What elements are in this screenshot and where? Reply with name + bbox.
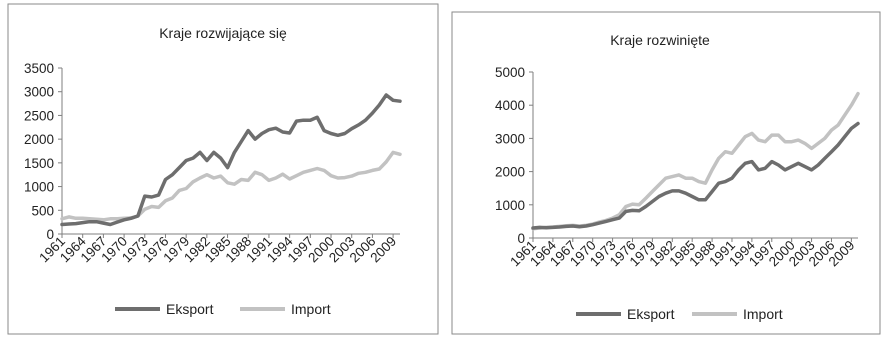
y-tick-label: 2500 bbox=[24, 108, 54, 123]
chart-title: Kraje rozwinięte bbox=[610, 32, 710, 48]
y-tick-label: 3500 bbox=[24, 61, 54, 76]
plot-area: 0500100015002000250030003500196119641967… bbox=[24, 61, 402, 265]
y-tick-label: 1000 bbox=[24, 180, 54, 195]
y-tick-label: 0 bbox=[46, 227, 54, 242]
legend: Eksport Import bbox=[115, 301, 331, 317]
series-line-import bbox=[60, 150, 402, 222]
chart-developed: Kraje rozwinięte 01000200030004000500019… bbox=[451, 11, 881, 335]
series-line-eksport bbox=[531, 121, 860, 230]
legend-label-export: Eksport bbox=[627, 306, 675, 322]
y-tick-label: 1000 bbox=[495, 198, 525, 213]
legend: Eksport Import bbox=[576, 306, 783, 322]
chart-panel-developed: Kraje rozwinięte 0 1000 2000 3000 4000 5000 19… bbox=[448, 0, 882, 337]
y-tick-label: 500 bbox=[31, 203, 54, 218]
chart-frame bbox=[451, 11, 881, 335]
chart-frame bbox=[7, 3, 439, 335]
legend-label-import: Import bbox=[743, 306, 783, 322]
y-tick-label: 1500 bbox=[24, 156, 54, 171]
y-tick-label: 2000 bbox=[495, 165, 525, 180]
y-tick-label: 3000 bbox=[24, 85, 54, 100]
legend-label-import: Import bbox=[291, 301, 331, 317]
legend-label-export: Eksport bbox=[166, 301, 214, 317]
y-tick-label: 4000 bbox=[495, 98, 525, 113]
y-tick-label: 0 bbox=[517, 231, 525, 246]
y-tick-label: 2000 bbox=[24, 132, 54, 147]
chart-panel-developing: Kraje rozwijające się 0 500 1000 1500 2000 25… bbox=[0, 0, 440, 337]
y-tick-label: 3000 bbox=[495, 131, 525, 146]
chart-title: Kraje rozwijające się bbox=[159, 25, 287, 41]
chart-developing: Kraje rozwijające się 0 500 1000 1500 2000 25… bbox=[7, 3, 439, 335]
y-tick-label: 5000 bbox=[495, 65, 525, 80]
series-line-eksport bbox=[60, 93, 402, 227]
